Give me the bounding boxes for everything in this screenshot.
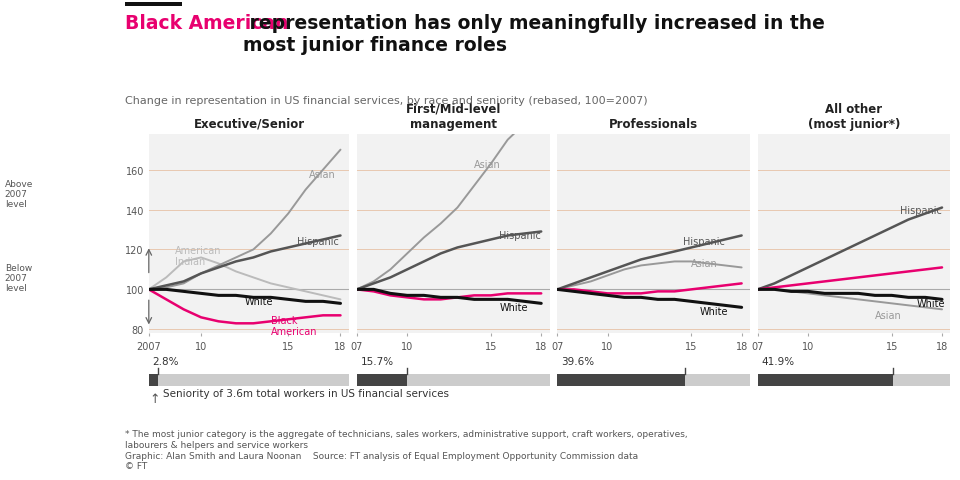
- Text: 2.8%: 2.8%: [153, 356, 180, 366]
- Text: 41.9%: 41.9%: [761, 356, 795, 366]
- Text: 15.7%: 15.7%: [361, 356, 394, 366]
- Text: Above
2007
level: Above 2007 level: [5, 180, 34, 209]
- Text: White: White: [499, 303, 528, 312]
- Text: labourers & helpers and service workers: labourers & helpers and service workers: [125, 440, 308, 449]
- Text: Graphic: Alan Smith and Laura Noonan    Source: FT analysis of Equal Employment : Graphic: Alan Smith and Laura Noonan Sou…: [125, 451, 638, 460]
- Text: American
Indian: American Indian: [175, 245, 222, 267]
- Text: Asian: Asian: [474, 159, 501, 169]
- Text: Asian: Asian: [691, 259, 718, 269]
- Text: * The most junior category is the aggregate of technicians, sales workers, admin: * The most junior category is the aggreg…: [125, 430, 687, 439]
- Text: White: White: [245, 297, 274, 307]
- Title: All other
(most junior*): All other (most junior*): [808, 103, 900, 131]
- Text: © FT: © FT: [125, 461, 147, 470]
- Title: First/Mid-level
management: First/Mid-level management: [405, 103, 501, 131]
- Title: Professionals: Professionals: [609, 118, 698, 131]
- Title: Executive/Senior: Executive/Senior: [193, 118, 304, 131]
- Text: White: White: [917, 299, 946, 309]
- Text: Asian: Asian: [875, 311, 901, 321]
- Text: White: White: [700, 307, 729, 317]
- Text: representation has only meaningfully increased in the
most junior finance roles: representation has only meaningfully inc…: [243, 14, 825, 55]
- Text: Below
2007
level: Below 2007 level: [5, 263, 32, 293]
- Text: 39.6%: 39.6%: [561, 356, 594, 366]
- Text: Black American: Black American: [125, 14, 288, 34]
- Text: Hispanic: Hispanic: [297, 237, 339, 247]
- Text: Hispanic: Hispanic: [499, 231, 541, 241]
- Text: Change in representation in US financial services, by race and seniority (rebase: Change in representation in US financial…: [125, 96, 647, 106]
- Text: Hispanic: Hispanic: [683, 237, 725, 247]
- Text: ↑: ↑: [150, 392, 160, 405]
- Text: Hispanic: Hispanic: [900, 205, 942, 215]
- Text: Asian: Asian: [309, 169, 336, 179]
- Text: Seniority of 3.6m total workers in US financial services: Seniority of 3.6m total workers in US fi…: [163, 388, 449, 398]
- Text: Black
American: Black American: [271, 315, 318, 336]
